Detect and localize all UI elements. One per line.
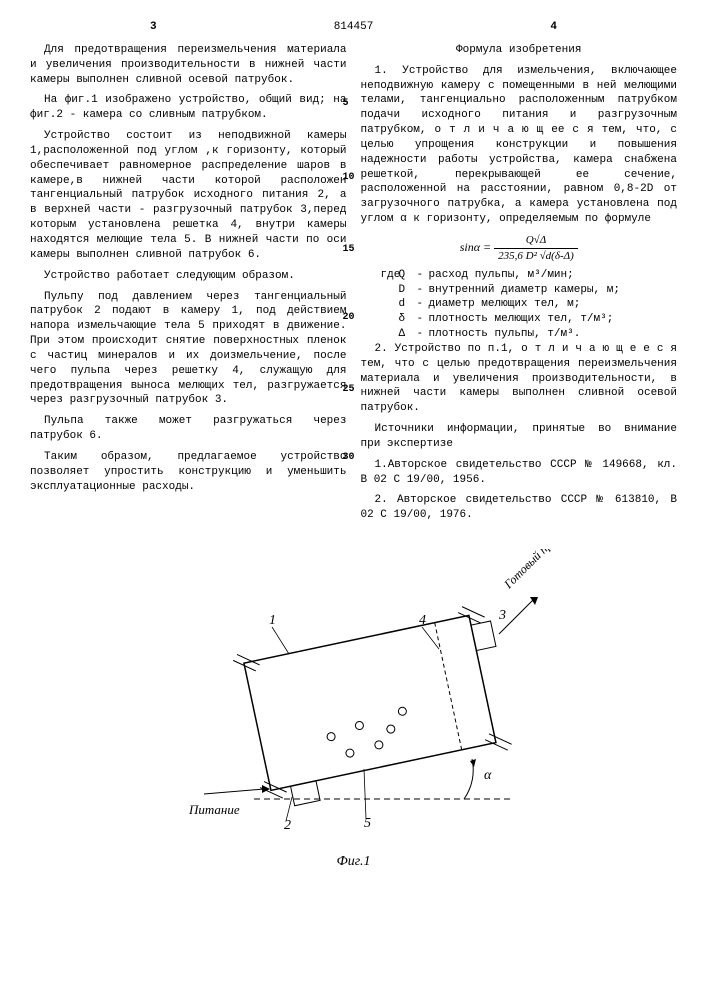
paragraph: Устройство состоит из неподвижной камеры… [30,129,347,263]
paragraph: Пульпа также может разгружаться через па… [30,414,347,444]
formula-denominator: 235,6 D² √d(δ-Δ) [494,249,578,264]
two-column-body: Для предотвращения переизмельче­ния мате… [30,43,677,529]
paragraph: Устройство работает следующим об­разом. [30,269,347,284]
line-number: 5 [343,97,349,111]
left-column: Для предотвращения переизмельче­ния мате… [30,43,347,529]
figure-1: α Питание Готовый продукт 1 2 3 4 5 Фиг.… [30,549,677,872]
right-column: 5 10 15 20 25 30 Формула изобретения 1. … [361,43,678,529]
where-symbol: d [399,297,417,312]
where-text: диаметр мелющих тел, м; [429,297,581,312]
callout-3: 3 [498,608,506,623]
where-block: гдеQ-расход пульпы, м³/мин; D-внутренний… [381,268,678,342]
callout-2: 2 [284,818,291,833]
line-number: 10 [343,171,355,185]
paragraph: Для предотвращения переизмельче­ния мате… [30,43,347,88]
angle-label: α [484,768,492,783]
callout-4: 4 [419,613,426,628]
where-text: плотность мелющих тел, т/м³; [429,312,614,327]
source-2: 2. Авторское свидетельство СССР № 613810… [361,493,678,523]
sources-title: Источники информации, принятые во вниман… [361,422,678,452]
figure-svg: α Питание Готовый продукт 1 2 3 4 5 [144,549,564,849]
line-number: 20 [343,311,355,325]
feed-label: Питание [188,802,240,817]
figure-label: Фиг.1 [30,853,677,872]
claims-title: Формула изобретения [361,43,678,58]
where-symbol: Q [399,268,417,283]
document-number: 814457 [334,20,374,35]
page-number-right: 4 [550,20,557,35]
where-label: где [381,268,399,283]
paragraph: Таким образом, предлагаемое уст­ройство … [30,450,347,495]
where-text: расход пульпы, м³/мин; [429,268,574,283]
claim-1: 1. Устройство для измельчения, включающе… [361,64,678,227]
paragraph: Пульпу под давлением через танген­циальн… [30,290,347,409]
callout-1: 1 [269,613,276,628]
line-number: 25 [343,383,355,397]
where-text: внутренний диаметр камеры, м; [429,283,620,298]
line-number: 30 [343,451,355,465]
formula: sinα = Q√Δ 235,6 D² √d(δ-Δ) [361,233,678,264]
formula-numerator: Q√Δ [494,233,578,249]
page-number-left: 3 [150,20,157,35]
callout-5: 5 [364,816,371,831]
where-symbol: D [399,283,417,298]
where-symbol: δ [399,312,417,327]
page-header: 3 814457 4 [30,20,677,35]
claim-2: 2. Устройство по п.1, о т л и ­ч а ю щ е… [361,342,678,416]
product-label: Готовый продукт [500,549,563,592]
where-text: плотность пульпы, т/м³. [429,327,581,342]
where-symbol: Δ [399,327,417,342]
formula-lhs: sinα = [460,240,491,254]
paragraph: На фиг.1 изображено устройство, общий ви… [30,93,347,123]
source-1: 1.Авторское свидетельство СССР № 149668,… [361,458,678,488]
line-number: 15 [343,243,355,257]
